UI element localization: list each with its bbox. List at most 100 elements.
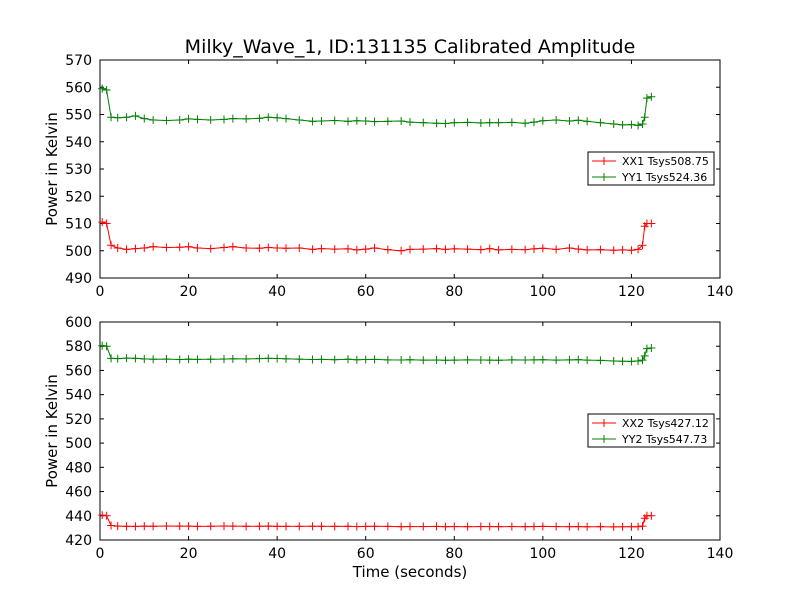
data-point <box>419 522 428 531</box>
data-point <box>317 244 326 253</box>
data-point <box>107 521 116 530</box>
data-point <box>175 522 184 531</box>
data-point <box>647 92 656 101</box>
y-tick-label: 460 <box>65 485 92 501</box>
data-point <box>406 355 414 364</box>
data-point <box>352 245 361 254</box>
y-tick-label: 510 <box>65 217 92 233</box>
data-point <box>175 115 184 124</box>
data-point <box>383 355 392 364</box>
data-point <box>273 113 282 122</box>
x-tick-label: 100 <box>529 284 556 300</box>
data-point <box>552 115 561 124</box>
y-tick-label: 540 <box>65 388 92 404</box>
data-point <box>122 354 131 363</box>
data-point <box>383 117 392 126</box>
data-point <box>330 245 339 254</box>
data-point <box>463 522 472 531</box>
data-point <box>397 117 406 126</box>
data-point <box>361 522 370 531</box>
data-point <box>638 356 647 365</box>
data-point <box>317 522 326 531</box>
subplot-2: 0 20 40 60 80 100 120 140 420 440 460 480 500 520 540 5… <box>43 315 733 581</box>
data-point <box>162 243 171 252</box>
data-point <box>463 355 472 364</box>
data-point <box>228 114 237 123</box>
data-point <box>406 522 414 531</box>
data-point <box>642 344 651 353</box>
data-point <box>317 117 326 126</box>
plots-layer: 0 20 40 60 80 100 120 140 490 500 510 520 530 540 550 5… <box>43 53 733 581</box>
data-point <box>344 244 352 253</box>
data-point <box>574 116 583 125</box>
data-point <box>618 522 627 531</box>
data-point <box>538 116 547 125</box>
data-point <box>507 118 516 127</box>
data-point <box>618 245 627 254</box>
data-point <box>98 218 107 227</box>
data-point <box>596 356 605 365</box>
data-point <box>102 511 111 520</box>
y-tick-label: 600 <box>65 315 92 331</box>
legend: XX1 Tsys508.75 YY1 Tsys524.36 <box>587 151 715 186</box>
data-point <box>507 245 516 254</box>
data-point <box>450 356 459 365</box>
data-point <box>140 244 149 253</box>
data-point <box>308 117 317 126</box>
data-point <box>647 511 656 520</box>
data-point <box>521 119 530 128</box>
data-point <box>370 244 379 253</box>
data-point <box>113 244 122 253</box>
data-point <box>295 115 304 124</box>
data-point <box>627 120 636 129</box>
data-point <box>282 522 290 531</box>
data-point <box>627 246 636 255</box>
data-point <box>131 522 140 531</box>
data-point <box>220 243 228 252</box>
x-tick-label: 0 <box>96 546 105 562</box>
data-point <box>264 522 273 531</box>
data-point <box>330 116 339 125</box>
data-point <box>419 118 428 127</box>
data-point <box>507 355 516 364</box>
data-point <box>647 219 656 228</box>
y-tick-label: 540 <box>65 135 92 151</box>
legend-entry: XX2 Tsys427.12 <box>622 417 709 430</box>
legend-box <box>587 151 715 186</box>
data-point <box>98 341 107 350</box>
data-point <box>565 244 574 253</box>
data-point <box>344 355 352 364</box>
x-tick-label: 60 <box>357 546 375 562</box>
data-point <box>552 522 561 531</box>
data-point <box>485 356 494 365</box>
data-point <box>193 115 202 124</box>
data-point <box>102 342 111 351</box>
data-point <box>193 355 202 364</box>
data-point <box>140 354 149 363</box>
data-point <box>485 244 494 253</box>
x-tick-label: 60 <box>357 284 375 300</box>
x-tick-label: 120 <box>618 546 645 562</box>
x-tick-label: 20 <box>180 284 198 300</box>
data-point <box>634 245 643 254</box>
data-point <box>220 521 228 530</box>
data-point <box>507 522 516 531</box>
data-point <box>282 114 290 123</box>
legend-entry: YY1 Tsys524.36 <box>621 171 707 184</box>
x-tick-label: 140 <box>707 284 734 300</box>
data-point <box>273 354 282 363</box>
data-point <box>242 522 251 531</box>
data-point <box>450 118 459 127</box>
data-point <box>206 522 215 531</box>
data-point <box>317 355 326 364</box>
data-point <box>273 522 282 531</box>
x-axis-label: Time (seconds) <box>352 563 468 581</box>
data-point <box>596 245 605 254</box>
data-point <box>98 84 107 93</box>
legend-swatch-marker <box>600 419 608 427</box>
data-point <box>574 245 583 254</box>
data-point <box>107 241 116 250</box>
data-point <box>220 115 228 124</box>
legend-swatch-marker <box>600 173 608 181</box>
data-point <box>162 116 171 125</box>
